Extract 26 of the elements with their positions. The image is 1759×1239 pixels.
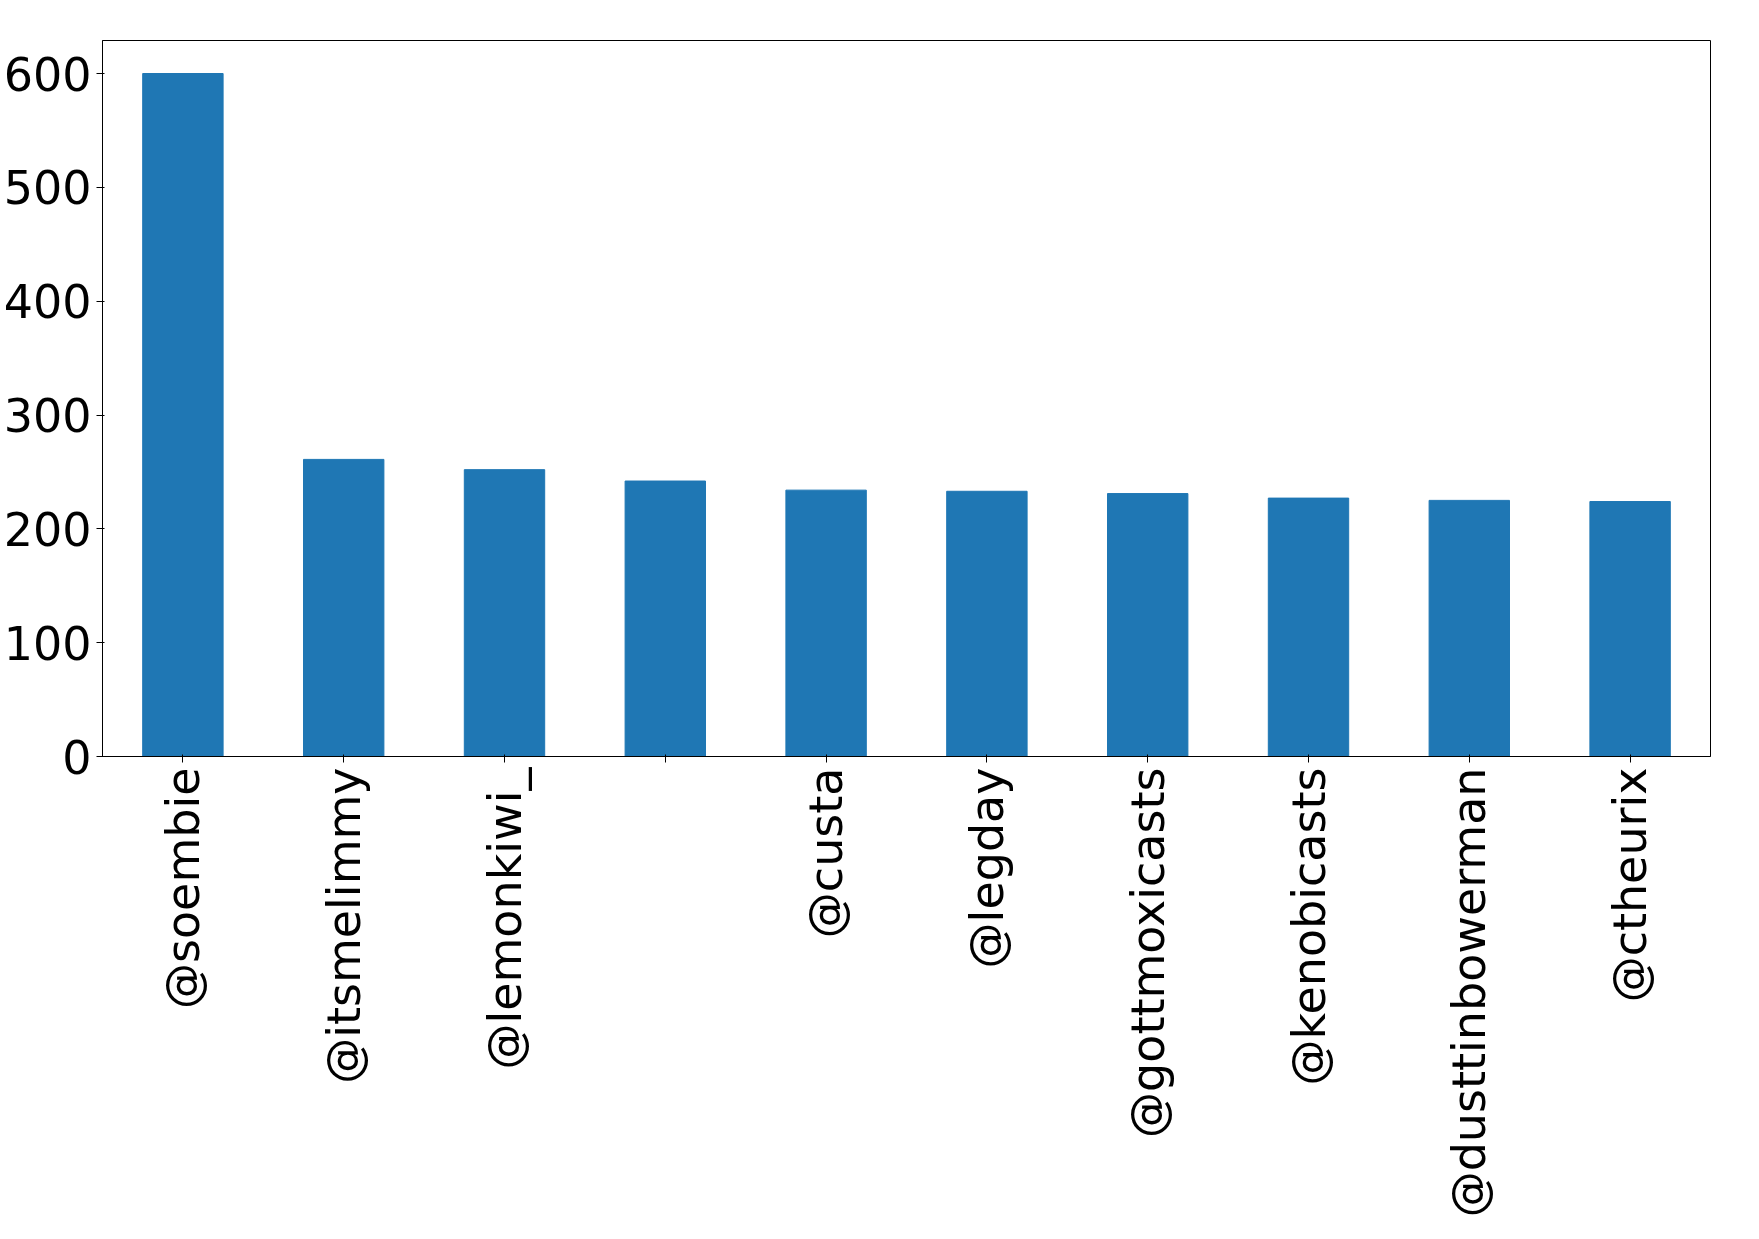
y-tick-label: 300 (3, 389, 92, 444)
y-tick-label: 600 (3, 47, 92, 102)
y-tick-label: 200 (3, 502, 92, 557)
bar (1267, 497, 1350, 757)
x-tick-label: @dusttinbowerman (1442, 767, 1497, 1218)
y-tick-label: 0 (62, 730, 92, 785)
x-tick-label: @gottmoxicasts (1120, 767, 1175, 1138)
x-tick-label: @itsmelimmy (316, 767, 371, 1084)
y-tick-label: 100 (3, 616, 92, 671)
bar (1589, 501, 1671, 757)
y-tick-label: 400 (3, 275, 92, 330)
bar (463, 469, 546, 757)
bar (1107, 493, 1189, 757)
x-tick-label: @custa (799, 767, 854, 939)
bar (142, 73, 224, 757)
x-tick-label: @kenobicasts (1281, 767, 1336, 1086)
bar (1428, 499, 1510, 757)
bar (624, 480, 706, 757)
bar (785, 489, 867, 757)
x-tick-label: @soembie (155, 767, 210, 1009)
bar (303, 458, 385, 757)
x-tick-label: @legday (959, 767, 1014, 969)
x-tick-label: @ctheurix (1603, 767, 1658, 1003)
bar (946, 490, 1028, 757)
x-tick-label: @lemonkiwi_ (477, 766, 532, 1070)
y-tick-label: 500 (3, 161, 92, 216)
